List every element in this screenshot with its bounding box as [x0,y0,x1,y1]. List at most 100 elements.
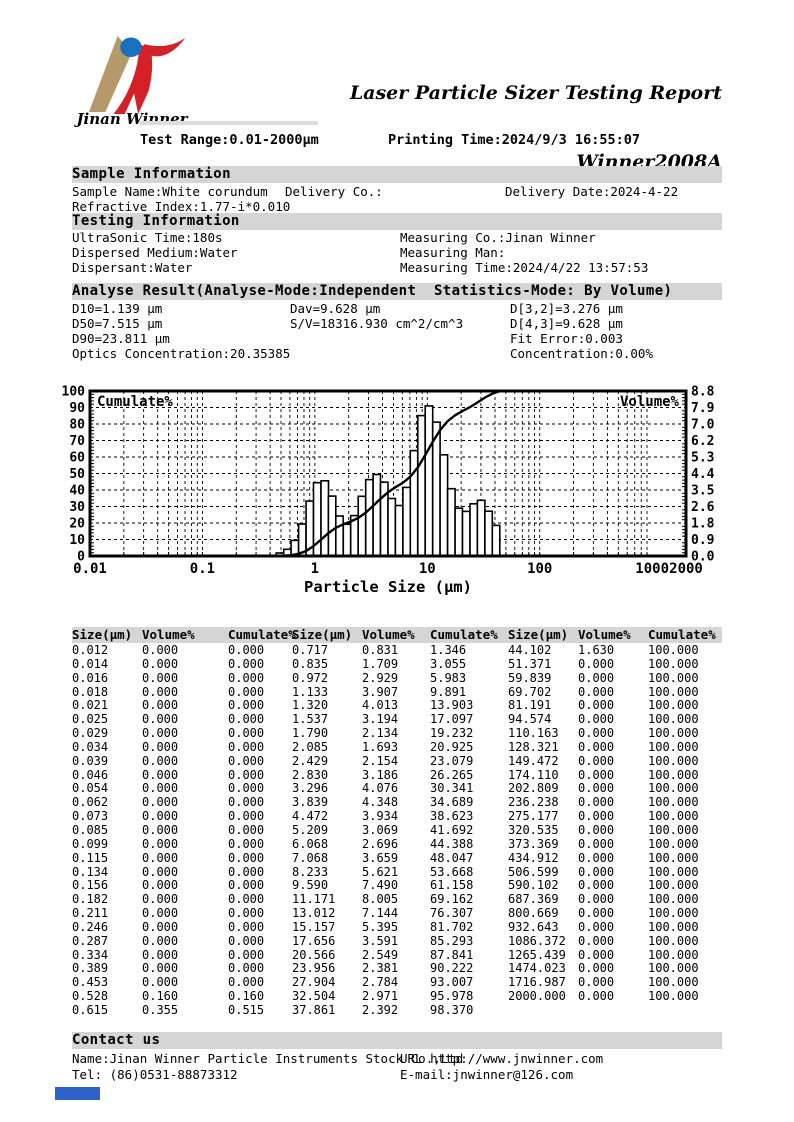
sample-name: Sample Name:White corundum [72,184,268,199]
right-axis-tick-label: 8.8 [691,385,715,400]
table-cell: 2.381 [362,961,399,976]
table-cell: 0.016 [72,670,109,685]
table-cell: 2.392 [362,1002,399,1017]
table-cell: 0.000 [578,767,615,782]
column-header-volume: Volume% [142,627,195,642]
volume-bar [424,405,434,557]
table-cell: 48.047 [430,850,474,865]
table-cell: 0.000 [578,961,615,976]
table-row: 0.134 0.000 0.000 8.233 5.621 53.668 506.599 0.… [72,864,722,880]
table-cell: 0.246 [72,919,109,934]
table-cell: 17.656 [292,933,336,948]
table-cell: 100.000 [648,781,699,796]
table-cell: 0.000 [578,836,615,851]
right-axis-tick-label: 0.9 [691,533,714,548]
volume-bar [372,473,382,557]
section-testing-information: Testing Information [72,213,722,230]
table-cell: 3.659 [362,850,399,865]
table-row: 0.287 0.000 0.000 17.656 3.591 85.293 1086.372… [72,933,722,949]
table-cell: 1.790 [292,726,329,741]
table-cell: 0.156 [72,878,109,893]
table-cell: 0.000 [578,670,615,685]
table-cell: 0.000 [228,739,265,754]
table-cell: 0.054 [72,781,109,796]
table-cell: 0.000 [142,850,179,865]
table-cell: 149.472 [508,753,559,768]
left-axis-tick-label: 100 [62,385,86,400]
table-cell: 100.000 [648,712,699,727]
table-row: 0.029 0.000 0.000 1.790 2.134 19.232 110.163 0.… [72,726,722,741]
table-cell: 687.369 [508,892,559,907]
table-cell: 100.000 [648,684,699,699]
table-cell: 19.232 [430,726,474,741]
test-range: Test Range:0.01-2000μm [140,132,319,148]
table-cell: 7.144 [362,906,399,921]
table-row: 0.115 0.000 0.000 7.068 3.659 48.047 434.912 0.… [72,850,722,866]
table-cell: 202.809 [508,781,559,796]
column-header-cumulate: Cumulate% [228,627,296,642]
table-cell: 0.000 [142,712,179,727]
volume-bar [342,523,352,557]
table-cell: 3.186 [362,767,399,782]
analyse-row-3: D90=23.811 μm Fit Error:0.003 [72,331,722,346]
table-cell: 20.925 [430,739,474,754]
table-cell: 0.000 [578,739,615,754]
right-axis-tick-label: 7.9 [691,401,714,416]
table-cell: 2.154 [362,753,399,768]
testing-info-row-2: Dispersed Medium:Water Measuring Man: [72,245,722,260]
sample-info-row-2: Refractive Index:1.77-i*0.010 [72,199,722,214]
table-cell: 100.000 [648,878,699,893]
fit-error-value: Fit Error:0.003 [510,331,623,346]
table-cell: 0.000 [228,753,265,768]
column-header-size: Size(μm) [292,627,353,642]
table-row: 0.018 0.000 0.000 1.133 3.907 9.891 69.702 0.00… [72,684,722,700]
table-cell: 0.025 [72,712,109,727]
table-cell: 100.000 [648,961,699,976]
logo-tan-shape [88,36,132,112]
left-axis-tick-label: 40 [69,484,85,499]
x-axis-tick-label: 0.1 [190,561,215,577]
table-cell: 0.389 [72,961,109,976]
table-cell: 0.000 [142,795,179,810]
table-cell: 373.369 [508,836,559,851]
table-cell: 0.000 [578,753,615,768]
table-cell: 0.000 [142,864,179,879]
table-row: 0.156 0.000 0.000 9.590 7.490 61.158 590.102 0.… [72,878,722,893]
table-cell: 13.903 [430,698,474,713]
d10-value: D10=1.139 μm [72,301,163,316]
table-cell: 0.717 [292,643,329,657]
table-row: 0.034 0.000 0.000 2.085 1.693 20.925 128.321 0.… [72,739,722,755]
volume-bar [469,503,479,557]
d43-value: D[4,3]=9.628 μm [510,316,623,331]
table-cell: 110.163 [508,726,559,741]
table-cell: 61.158 [430,878,474,893]
x-axis-tick-label: 0.01 [73,561,107,577]
jinan-winner-logo-icon [88,36,186,114]
table-cell: 23.079 [430,753,474,768]
table-cell: 0.000 [578,892,615,907]
table-cell: 2.085 [292,739,329,754]
table-cell: 0.000 [578,878,615,893]
table-cell: 1.346 [430,643,467,657]
x-axis-title: Particle Size (μm) [304,578,472,596]
table-cell: 69.162 [430,892,474,907]
table-cell: 4.076 [362,781,399,796]
table-cell [648,1004,722,1018]
volume-bar [446,487,456,557]
table-cell: 1265.439 [508,947,566,962]
table-cell: 0.000 [142,767,179,782]
table-cell: 1716.987 [508,975,566,990]
table-cell: 0.000 [578,822,615,837]
table-cell: 0.615 [72,1002,109,1017]
table-cell: 0.000 [228,836,265,851]
table-cell: 0.021 [72,698,109,713]
right-axis-tick-label: 1.8 [691,517,715,532]
table-cell: 1.693 [362,739,399,754]
logo-blue-dot [120,37,142,58]
table-cell: 0.000 [228,933,265,948]
optics-concentration-value: Optics Concentration:20.35385 [72,346,291,361]
table-cell: 100.000 [648,822,699,837]
table-cell: 0.000 [578,726,615,741]
analyse-row-1: D10=1.139 μm Dav=9.628 μm D[3,2]=3.276 μ… [72,301,722,316]
table-cell: 0.115 [72,850,109,865]
